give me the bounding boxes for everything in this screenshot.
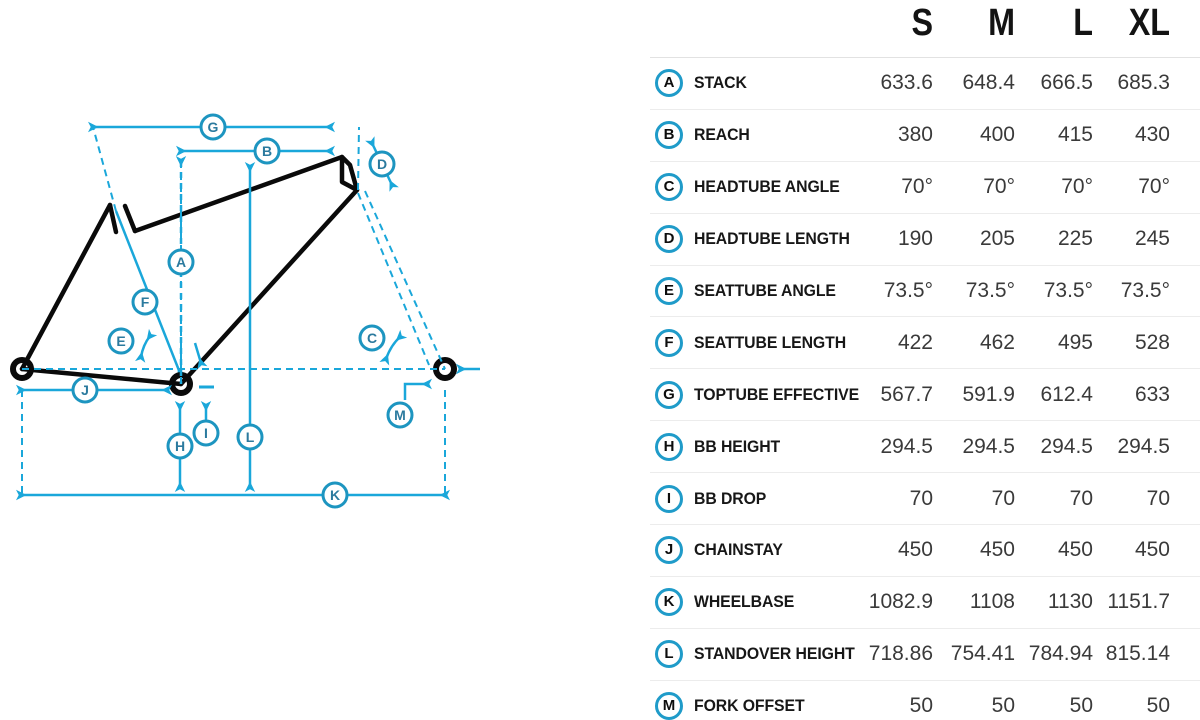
svg-text:J: J	[81, 382, 89, 398]
svg-text:A: A	[176, 254, 186, 270]
svg-text:G: G	[208, 119, 219, 135]
svg-text:I: I	[204, 425, 208, 441]
svg-text:D: D	[377, 156, 387, 172]
svg-text:K: K	[330, 487, 340, 503]
svg-text:M: M	[394, 407, 406, 423]
svg-text:F: F	[141, 294, 150, 310]
svg-text:E: E	[116, 333, 125, 349]
svg-text:C: C	[367, 330, 377, 346]
svg-text:B: B	[262, 143, 272, 159]
svg-text:L: L	[246, 429, 255, 445]
svg-text:H: H	[175, 438, 185, 454]
